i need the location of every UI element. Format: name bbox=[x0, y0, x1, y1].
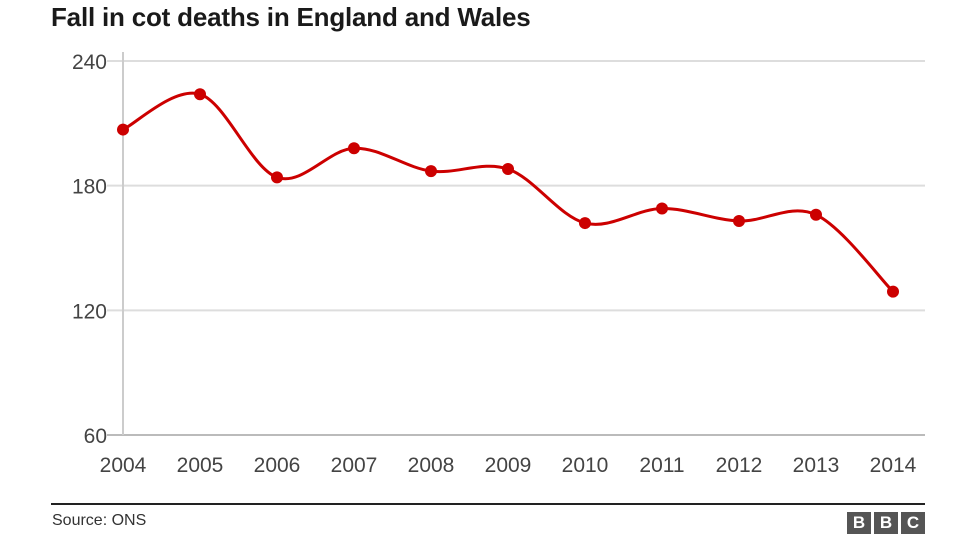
data-point-2004 bbox=[117, 123, 129, 136]
x-tick-label-2010: 2010 bbox=[562, 454, 609, 477]
series-line bbox=[122, 91, 895, 293]
x-tick-label-2005: 2005 bbox=[177, 454, 224, 477]
y-tick-label-180: 180 bbox=[72, 176, 107, 199]
logo-letter-b1: B bbox=[847, 512, 871, 534]
x-tick-label-2004: 2004 bbox=[100, 454, 147, 477]
footer-divider bbox=[51, 503, 925, 505]
bbc-logo: B B C bbox=[847, 512, 925, 534]
x-tick-label-2012: 2012 bbox=[716, 454, 763, 477]
y-tick-label-240: 240 bbox=[72, 51, 107, 74]
y-tick-label-120: 120 bbox=[72, 300, 107, 323]
x-tick-label-2009: 2009 bbox=[485, 454, 532, 477]
chart-title: Fall in cot deaths in England and Wales bbox=[51, 2, 531, 32]
logo-letter-c: C bbox=[901, 512, 925, 534]
data-point-2012 bbox=[733, 214, 745, 227]
logo-letter-b2: B bbox=[874, 512, 898, 534]
data-point-2011 bbox=[656, 202, 668, 215]
data-point-2013 bbox=[810, 208, 822, 221]
data-point-2005 bbox=[194, 88, 206, 101]
data-point-2008 bbox=[425, 165, 437, 178]
x-tick-label-2008: 2008 bbox=[408, 454, 455, 477]
x-tick-label-2014: 2014 bbox=[870, 454, 917, 477]
x-tick-label-2007: 2007 bbox=[331, 454, 378, 477]
data-point-2014 bbox=[887, 285, 899, 298]
x-tick-label-2006: 2006 bbox=[254, 454, 301, 477]
data-point-2007 bbox=[348, 142, 360, 155]
data-point-2009 bbox=[502, 163, 514, 176]
data-point-2010 bbox=[579, 217, 591, 230]
y-tick-label-60: 60 bbox=[84, 425, 107, 448]
line-chart: 60 120 180 240 2004 2005 2006 2007 2008 2009 2010 2… bbox=[72, 51, 925, 477]
data-point-2006 bbox=[271, 171, 283, 184]
x-tick-label-2011: 2011 bbox=[639, 454, 684, 477]
source-note: Source: ONS bbox=[52, 512, 147, 529]
x-tick-label-2013: 2013 bbox=[793, 454, 840, 477]
